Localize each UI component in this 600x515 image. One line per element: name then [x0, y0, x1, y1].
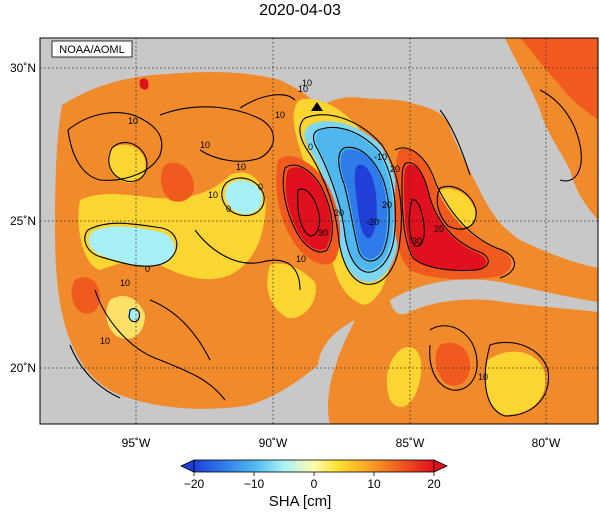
contour-label: 10: [120, 278, 130, 288]
x-tick-label: 90˚W: [259, 436, 288, 450]
contour-30-east-eddy: [408, 199, 425, 247]
contour-20-west-eddy: [282, 164, 333, 253]
contour-10-west: [67, 112, 163, 181]
credit-box: [51, 40, 133, 58]
atlantic-ocean-red: [520, 38, 598, 120]
contour-label: 10: [478, 372, 488, 382]
anticyclonic-eddy-east-core: [404, 164, 487, 271]
contour-label: 10: [208, 190, 218, 200]
contour-label: 10: [200, 140, 210, 150]
contour-label: 30: [412, 236, 422, 246]
contour-label: 10: [302, 78, 312, 88]
contour-10-southwest: [149, 299, 211, 361]
x-axis: 95˚W 90˚W 85˚W 80˚W: [122, 436, 561, 450]
west-gulf-cyan: [88, 226, 175, 267]
colorbar-high-arrow: [433, 459, 448, 473]
contour-label: -10: [374, 152, 387, 162]
colorbar-ramp: [193, 459, 435, 473]
contour-0-loop: [299, 114, 402, 285]
contour-small: [128, 308, 140, 323]
caribbean-yellow: [386, 346, 422, 408]
contour-label: 10: [275, 110, 285, 120]
coastal-red: [139, 78, 149, 90]
cyclonic-eddy-center: [354, 164, 377, 239]
colorbar-tick-label: −20: [184, 477, 205, 491]
y-tick-label: 25˚N: [10, 214, 36, 228]
y-axis: 30˚N 25˚N 20˚N: [10, 61, 36, 375]
contour-label: 20: [382, 200, 392, 210]
contour-0-west: [84, 222, 178, 267]
anticyclonic-eddy-west-core: [285, 167, 331, 251]
station-marker-icon: [311, 102, 323, 111]
x-tick-label: 85˚W: [396, 436, 425, 450]
credit-label: NOAA/AOML: [59, 44, 124, 56]
contour-n20-loop: [338, 146, 390, 262]
contour-label: 20: [434, 224, 444, 234]
contour-label: 10: [296, 254, 306, 264]
colorbar-tick-label: −10: [244, 477, 265, 491]
contour-10-carib-2: [484, 341, 550, 417]
graticule: [40, 38, 598, 424]
contour-label: 20: [334, 208, 344, 218]
contour-10-east: [394, 147, 516, 279]
x-tick-label: 95˚W: [122, 436, 151, 450]
contour-n10-loop: [312, 126, 396, 273]
x-tick-label: 80˚W: [532, 436, 561, 450]
contour-0-southflorida: [436, 186, 477, 230]
contour-label: -20: [366, 217, 379, 227]
contour-20-east-eddy: [401, 162, 489, 271]
contour-label: 0: [308, 142, 313, 152]
map-title: 2020-04-03: [259, 2, 341, 19]
contour-label: 0: [145, 264, 150, 274]
contour-10-sw: [69, 344, 121, 399]
contour-label: 10: [298, 84, 308, 94]
colorbar-tick-label: 20: [427, 477, 441, 491]
contour-label: 0: [258, 182, 263, 192]
east-gulf-red-spot-1: [160, 162, 195, 202]
contour-label: 30: [318, 228, 328, 238]
contour-10-north: [239, 94, 296, 109]
contour-label: 10: [236, 162, 246, 172]
contour-10-florida: [439, 109, 471, 176]
contour-10-carib-1: [429, 325, 478, 391]
colorbar-label: SHA [cm]: [268, 493, 332, 510]
map-field: 10 10 10 0 10 10 0 -10 20 -20 30 10 20 2…: [40, 38, 598, 424]
cuba: [390, 279, 598, 315]
colorbar-low-arrow: [180, 459, 195, 473]
contour-10-atlantic: [539, 89, 582, 182]
contour-10-nw2: [108, 142, 148, 183]
colorbar-tick-label: 0: [311, 477, 318, 491]
y-tick-label: 30˚N: [10, 61, 36, 75]
contour-lines: [67, 89, 582, 417]
contour-label: 10: [100, 336, 110, 346]
contour-10-cent: [194, 229, 301, 291]
south-small-cyan: [128, 308, 139, 321]
east-gulf-red-spot-2: [71, 277, 100, 314]
caribbean-yellow-east: [484, 351, 546, 415]
central-gulf-yellow: [267, 263, 316, 319]
contour-label: 0: [226, 204, 231, 214]
contour-0-mid: [221, 177, 265, 217]
colorbar: −20 −10 0 10 20: [180, 459, 448, 491]
contour-label: 10: [128, 116, 138, 126]
west-gulf-cyan-small: [225, 180, 263, 215]
caribbean-red-spot: [435, 342, 470, 386]
plot-frame: [39, 37, 599, 425]
y-tick-label: 20˚N: [10, 361, 36, 375]
colorbar-tick-label: 10: [367, 477, 381, 491]
contour-10-south: [94, 289, 226, 401]
contour-label: 20: [390, 164, 400, 174]
contour-label-group: 10 10 10 0 10 10 0 -10 20 -20 30 10 20 2…: [100, 78, 488, 382]
